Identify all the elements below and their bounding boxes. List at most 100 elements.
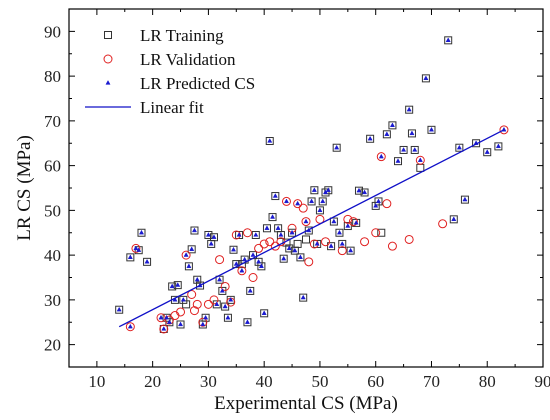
triangle-data-point bbox=[183, 252, 189, 257]
triangle-data-point bbox=[217, 276, 223, 282]
square-data-point bbox=[268, 213, 277, 222]
triangle-data-point bbox=[138, 229, 145, 235]
x-axis: 10 20 30 40 50 60 70 80 90 bbox=[68, 9, 550, 391]
series-circle bbox=[125, 125, 509, 334]
triangle-data-point bbox=[356, 187, 362, 193]
triangle-data-point bbox=[244, 319, 250, 324]
triangle-data-point bbox=[281, 255, 287, 261]
circle-data-point bbox=[265, 237, 275, 247]
triangle-data-point bbox=[186, 263, 192, 268]
circle-data-point bbox=[360, 237, 370, 247]
square-data-point bbox=[455, 143, 464, 152]
legend-item: LR Predicted CS bbox=[105, 74, 255, 93]
square-data-point bbox=[126, 253, 135, 262]
square-data-point bbox=[201, 313, 210, 322]
triangle-data-point bbox=[336, 229, 342, 235]
y-axis-title: LR CS (MPa) bbox=[14, 135, 35, 241]
circle-data-point bbox=[499, 125, 509, 135]
square-data-point bbox=[327, 242, 336, 251]
triangle-data-point bbox=[222, 303, 228, 309]
legend-item: LR Validation bbox=[103, 50, 236, 69]
circle-data-point bbox=[387, 241, 397, 251]
circle-data-point bbox=[404, 234, 414, 244]
circle-data-point bbox=[304, 257, 314, 267]
triangle-data-point bbox=[191, 227, 197, 233]
triangle-data-point bbox=[205, 232, 211, 237]
triangle-data-point bbox=[256, 258, 262, 264]
triangle-data-point bbox=[208, 241, 214, 246]
square-data-point bbox=[209, 233, 218, 242]
circle-data-point bbox=[189, 306, 199, 316]
square-data-point bbox=[296, 253, 305, 262]
circle-data-point bbox=[125, 322, 135, 332]
triangle-data-point bbox=[367, 135, 373, 141]
circle-data-point bbox=[376, 152, 386, 162]
triangle-data-point bbox=[409, 130, 415, 136]
triangle-data-point bbox=[127, 323, 133, 329]
y-tick-label: 50 bbox=[44, 201, 61, 220]
legend-label: LR Validation bbox=[140, 50, 236, 69]
triangle-data-point bbox=[339, 241, 345, 246]
triangle-data-point bbox=[295, 200, 301, 206]
square-data-point bbox=[162, 313, 171, 322]
circle-data-point bbox=[337, 246, 347, 256]
square-data-point bbox=[173, 281, 182, 290]
square-data-point bbox=[143, 257, 152, 266]
triangle-data-point bbox=[133, 245, 139, 251]
square-data-point bbox=[187, 245, 196, 254]
circle-data-point bbox=[203, 299, 213, 309]
circle-data-point bbox=[248, 273, 258, 282]
plot-area bbox=[68, 8, 544, 368]
circle-data-point bbox=[215, 255, 225, 265]
square-data-point bbox=[218, 286, 227, 295]
triangle-data-point bbox=[239, 267, 245, 273]
square-data-point bbox=[260, 309, 269, 318]
triangle-data-point bbox=[331, 218, 337, 224]
circle-data-point bbox=[415, 155, 425, 165]
legend-square-swatch bbox=[104, 31, 112, 39]
square-data-point bbox=[215, 275, 224, 284]
square-data-point bbox=[134, 246, 143, 255]
square-data-point bbox=[427, 125, 436, 134]
circle-data-point bbox=[298, 203, 308, 213]
triangle-data-point bbox=[267, 138, 273, 143]
triangle-data-point bbox=[261, 310, 267, 315]
triangle-data-point bbox=[164, 314, 170, 320]
square-data-point bbox=[196, 281, 205, 290]
square-data-point bbox=[265, 137, 274, 146]
y-tick-label: 70 bbox=[44, 112, 61, 131]
square-data-point bbox=[232, 260, 241, 269]
y-tick-label: 80 bbox=[44, 67, 61, 86]
square-data-point bbox=[444, 36, 453, 45]
triangle-data-point bbox=[395, 158, 401, 163]
square-data-point bbox=[394, 157, 403, 166]
square-data-point bbox=[285, 244, 294, 253]
square-data-point bbox=[271, 192, 280, 201]
triangle-data-point bbox=[417, 157, 423, 162]
square-data-point bbox=[246, 286, 255, 295]
square-data-point bbox=[137, 228, 146, 237]
x-tick-label: 80 bbox=[479, 372, 496, 391]
circle-data-point bbox=[187, 290, 197, 300]
y-tick-label: 90 bbox=[44, 22, 61, 41]
triangle-data-point bbox=[283, 198, 290, 204]
y-tick-label: 40 bbox=[44, 246, 61, 265]
y-tick-label: 60 bbox=[44, 157, 61, 176]
circle-data-point bbox=[293, 199, 303, 209]
circle-data-point bbox=[321, 237, 331, 247]
triangle-data-point bbox=[158, 314, 164, 320]
square-data-point bbox=[366, 134, 375, 143]
square-data-point bbox=[304, 226, 313, 235]
triangle-data-point bbox=[214, 301, 220, 306]
y-tick-label: 20 bbox=[44, 336, 61, 355]
triangle-data-point bbox=[412, 147, 418, 152]
x-tick-label: 20 bbox=[144, 372, 161, 391]
triangle-data-point bbox=[270, 214, 276, 219]
triangle-data-point bbox=[258, 263, 264, 268]
legend-label: LR Training bbox=[140, 26, 224, 45]
square-data-point bbox=[324, 186, 333, 195]
square-data-point bbox=[257, 262, 266, 271]
triangle-data-point bbox=[451, 216, 457, 221]
triangle-data-point bbox=[189, 246, 195, 251]
